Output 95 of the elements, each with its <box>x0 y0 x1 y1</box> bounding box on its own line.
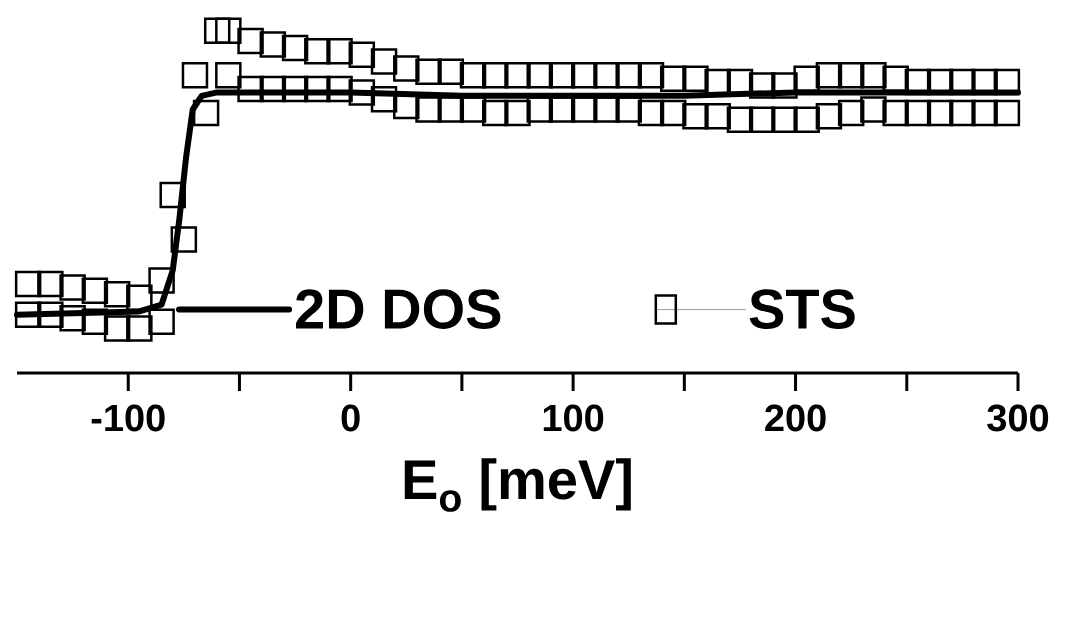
point <box>215 17 242 45</box>
point <box>860 96 887 123</box>
x-tick-label: 300 <box>987 404 1049 432</box>
x-axis-title: E$_{o}$ [meV] <box>404 458 631 512</box>
point <box>192 99 220 127</box>
point <box>771 106 798 134</box>
point <box>949 99 976 127</box>
point <box>526 62 553 89</box>
point <box>148 308 175 335</box>
point <box>459 62 487 89</box>
point <box>548 96 576 123</box>
point <box>81 277 109 305</box>
point <box>748 72 776 99</box>
point <box>482 99 509 127</box>
point <box>237 27 264 55</box>
point <box>126 315 153 342</box>
point <box>59 304 86 332</box>
point <box>815 103 843 130</box>
point <box>14 270 42 298</box>
point <box>482 62 509 89</box>
point <box>203 17 231 45</box>
x-tick-label: 0 <box>341 404 360 432</box>
point <box>548 62 576 89</box>
point <box>793 65 820 92</box>
point <box>993 68 1021 96</box>
point <box>837 99 865 127</box>
point <box>103 315 131 342</box>
point <box>860 62 887 89</box>
point <box>37 270 64 298</box>
point <box>526 96 553 123</box>
point <box>14 301 42 329</box>
point <box>370 85 398 113</box>
point <box>437 58 465 86</box>
point <box>570 96 598 123</box>
point <box>304 75 331 103</box>
point <box>393 55 420 82</box>
point <box>259 75 287 103</box>
point <box>793 106 820 134</box>
point <box>704 103 731 130</box>
point <box>370 48 398 75</box>
point <box>437 96 465 123</box>
x-tick-label: 100 <box>543 404 604 432</box>
point <box>304 38 331 65</box>
point <box>81 308 109 335</box>
point <box>993 99 1021 127</box>
point <box>904 99 932 127</box>
point <box>771 72 798 99</box>
point <box>326 38 353 65</box>
point <box>148 267 175 294</box>
point <box>415 58 442 86</box>
point <box>326 75 353 103</box>
legend-label: 2D DOS <box>296 289 501 329</box>
point <box>59 274 86 301</box>
point <box>659 99 687 127</box>
point <box>504 62 531 89</box>
point <box>682 103 709 130</box>
point <box>181 62 209 89</box>
point <box>971 99 998 127</box>
point <box>281 75 309 103</box>
point <box>170 226 198 253</box>
point <box>882 99 909 127</box>
point <box>659 65 687 92</box>
point <box>815 62 843 89</box>
point <box>949 68 976 96</box>
point <box>926 68 954 96</box>
point <box>103 281 131 308</box>
point <box>615 96 642 123</box>
point <box>637 99 665 127</box>
point <box>882 65 909 92</box>
point <box>904 68 932 96</box>
point <box>726 106 754 134</box>
point <box>348 41 376 68</box>
point <box>971 68 998 96</box>
point <box>237 75 264 103</box>
point <box>682 65 709 92</box>
point <box>926 99 954 127</box>
point <box>259 31 287 58</box>
point <box>637 62 665 89</box>
point <box>415 96 442 123</box>
point <box>459 96 487 123</box>
x-tick-label: -100 <box>91 404 165 432</box>
point <box>593 62 620 89</box>
point <box>281 34 309 62</box>
point <box>837 62 865 89</box>
point <box>748 106 776 134</box>
point <box>615 62 642 89</box>
point <box>704 68 731 96</box>
point <box>37 301 64 329</box>
point <box>504 99 531 127</box>
point <box>348 79 376 106</box>
point <box>215 62 242 89</box>
x-tick-label: 200 <box>765 404 826 432</box>
point <box>159 181 186 209</box>
legend-label: STS <box>749 289 855 329</box>
point <box>570 62 598 89</box>
